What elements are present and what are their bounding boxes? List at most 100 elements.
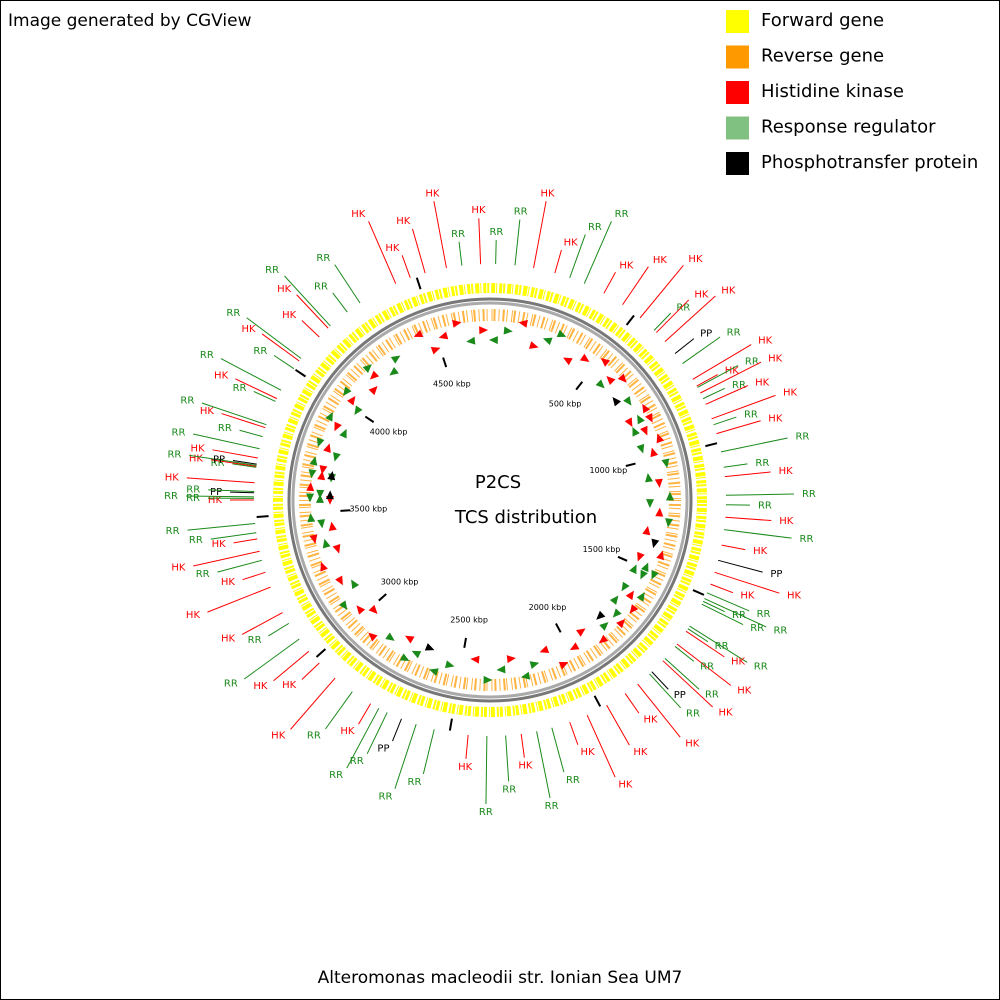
feature-arrow: [539, 645, 550, 654]
feature-arrow: [338, 600, 348, 610]
tick-mark: [256, 515, 269, 519]
feature-arrow: [579, 353, 590, 363]
feature-arrow: [438, 331, 449, 340]
feature-leader: [697, 365, 739, 388]
feature-label: RR: [379, 791, 393, 802]
feature-arrow: [556, 329, 567, 338]
feature-label: RR: [715, 641, 729, 652]
feature-label: RR: [732, 610, 746, 621]
feature-leader: [325, 691, 353, 730]
feature-label: RR: [166, 526, 180, 537]
feature-label: PP: [213, 454, 225, 465]
feature-label: RR: [745, 357, 759, 368]
feature-leader: [273, 650, 310, 682]
feature-arrow: [655, 507, 664, 517]
feature-label: HK: [385, 243, 400, 254]
feature-arrow: [654, 478, 663, 488]
feature-arrow: [328, 521, 337, 531]
feature-label: RR: [350, 756, 364, 767]
tick-mark: [294, 369, 307, 378]
feature-leader: [273, 354, 295, 370]
feature-arrow: [645, 473, 653, 483]
feature-label: HK: [719, 707, 734, 718]
feature-label: HK: [214, 370, 229, 381]
feature-arrow: [506, 655, 516, 664]
feature-arrow: [351, 579, 360, 590]
tick-label: 1000 kbp: [589, 466, 627, 475]
feature-label: RR: [754, 662, 768, 673]
feature-leader: [711, 394, 776, 420]
feature-label: RR: [167, 449, 181, 460]
feature-arrow: [429, 668, 439, 677]
tick-mark: [415, 277, 422, 290]
legend-swatch: [726, 116, 749, 140]
feature-label: RR: [732, 380, 746, 391]
feature-leader: [674, 646, 695, 662]
feature-label: RR: [180, 395, 194, 406]
feature-leader: [458, 241, 463, 266]
feature-arrow: [599, 622, 609, 631]
feature-arrow: [612, 396, 622, 407]
feature-leader: [653, 312, 672, 331]
feature-label: HK: [191, 443, 206, 454]
feature-leader: [705, 385, 748, 405]
feature-arrow: [651, 569, 659, 580]
inner-tick: [463, 637, 467, 648]
feature-leader: [230, 491, 255, 494]
feature-label: HK: [425, 188, 440, 199]
feature-label: HK: [186, 610, 201, 621]
feature-arrow: [642, 525, 651, 536]
feature-leader: [674, 338, 695, 354]
tick-label: 3000 kbp: [381, 577, 419, 586]
feature-leader: [186, 495, 255, 498]
feature-label: HK: [171, 563, 186, 574]
feature-leader: [725, 516, 772, 522]
feature-leader: [358, 703, 372, 725]
feature-arrow: [609, 595, 619, 605]
feature-label: HK: [725, 366, 740, 377]
feature-leader: [724, 471, 771, 478]
feature-leader: [569, 721, 579, 745]
feature-arrow: [558, 662, 569, 670]
feature-arrow: [368, 632, 378, 642]
feature-leader: [603, 272, 616, 294]
feature-label: RR: [744, 409, 758, 420]
feature-arrow: [629, 564, 637, 575]
legend-label: Phosphotransfer protein: [761, 152, 978, 173]
tick-label: 2500 kbp: [450, 616, 488, 625]
feature-label: PP: [770, 569, 782, 580]
reverse-gene-ring: [299, 309, 681, 691]
feature-arrow: [576, 628, 586, 637]
feature-arrow: [411, 650, 422, 659]
inner-tick: [442, 357, 448, 368]
feature-label: RR: [479, 807, 493, 818]
feature-arrow: [430, 346, 441, 355]
feature-leader: [682, 336, 721, 364]
feature-label: PP: [210, 487, 222, 498]
feature-arrow: [356, 605, 366, 615]
feature-label: HK: [779, 466, 794, 477]
feature-label: RR: [186, 493, 200, 504]
feature-leader: [606, 704, 630, 746]
inner-tick: [364, 415, 375, 423]
feature-arrow: [665, 518, 674, 528]
feature-arrow: [320, 561, 328, 572]
feature-arrow: [309, 456, 318, 466]
feature-leader: [554, 249, 562, 274]
tick-label: 4500 kbp: [433, 380, 471, 389]
legend: Forward gene Reverse gene Histidine kinase…: [726, 10, 978, 175]
feature-arrow: [424, 643, 435, 651]
feature-label: RR: [314, 282, 328, 293]
feature-leader: [268, 622, 290, 637]
legend-label: Forward gene: [761, 10, 884, 31]
feature-arrow: [325, 412, 333, 422]
feature-leader: [649, 673, 681, 709]
feature-label: HK: [783, 388, 798, 399]
feature-arrow: [616, 619, 626, 629]
feature-leader: [514, 219, 521, 266]
feature-leader: [714, 571, 780, 594]
feature-leader: [664, 658, 700, 690]
legend-swatch: [726, 10, 749, 33]
feature-leader: [639, 265, 684, 319]
